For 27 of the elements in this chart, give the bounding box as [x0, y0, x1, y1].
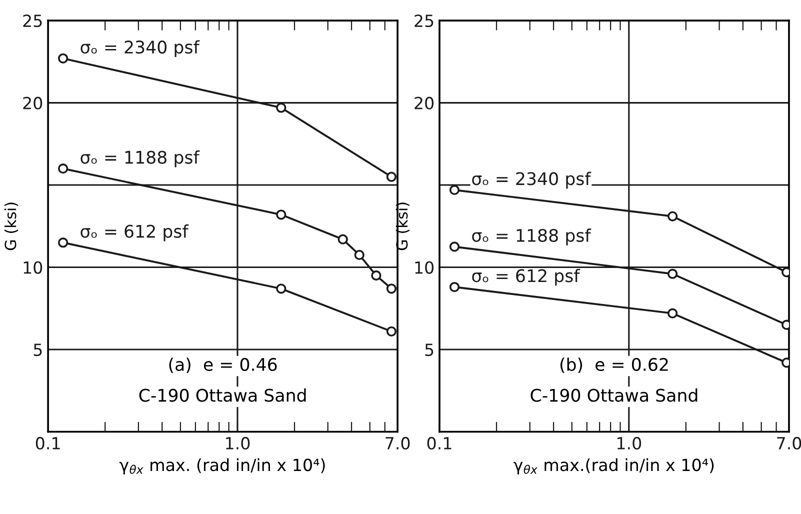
- series-label: σₒ = 612 psf: [80, 224, 189, 242]
- x-axis-title: γ$_{θx}$ max. (rad in/in x 10⁴): [119, 458, 325, 474]
- x-tick-label: 1.0: [617, 436, 642, 450]
- y-tick-label: 5: [34, 344, 42, 356]
- x-axis-title: γ$_{θx}$ max.(rad in/in x 10⁴): [514, 458, 714, 474]
- y-tick-label: 20: [414, 96, 434, 110]
- x-tick-label: 7.0: [386, 436, 410, 450]
- annotation: (a) e = 0.46: [169, 358, 277, 374]
- series-label: σₒ = 2340 psf: [472, 172, 592, 189]
- legend-label: σₒ = 2340 psf: [80, 40, 200, 57]
- annotation: C-190 Ottawa Sand: [139, 388, 306, 402]
- y-axis-title: G (ksi): [4, 202, 18, 250]
- y-tick-label: 10: [415, 261, 434, 274]
- y-tick-label: 10: [24, 261, 42, 274]
- annotation: (b) e = 0.62: [560, 358, 668, 374]
- y-tick-label: 25: [414, 14, 434, 28]
- annotation: C-190 Ottawa Sand: [530, 388, 698, 402]
- series-label: σₒ = 612 psf: [472, 268, 580, 286]
- x-tick-label: 0.1: [36, 436, 60, 450]
- series-label: σₒ = 1188 psf: [472, 228, 592, 246]
- y-tick-label: 20: [23, 96, 42, 110]
- y-tick-label: 5: [425, 344, 434, 356]
- series-label: σₒ = 1188 psf: [80, 150, 200, 168]
- y-tick-label: 25: [23, 14, 42, 28]
- x-tick-label: 1.0: [226, 436, 250, 450]
- x-tick-label: 0.1: [427, 436, 452, 450]
- x-tick-label: 7.0: [777, 436, 801, 450]
